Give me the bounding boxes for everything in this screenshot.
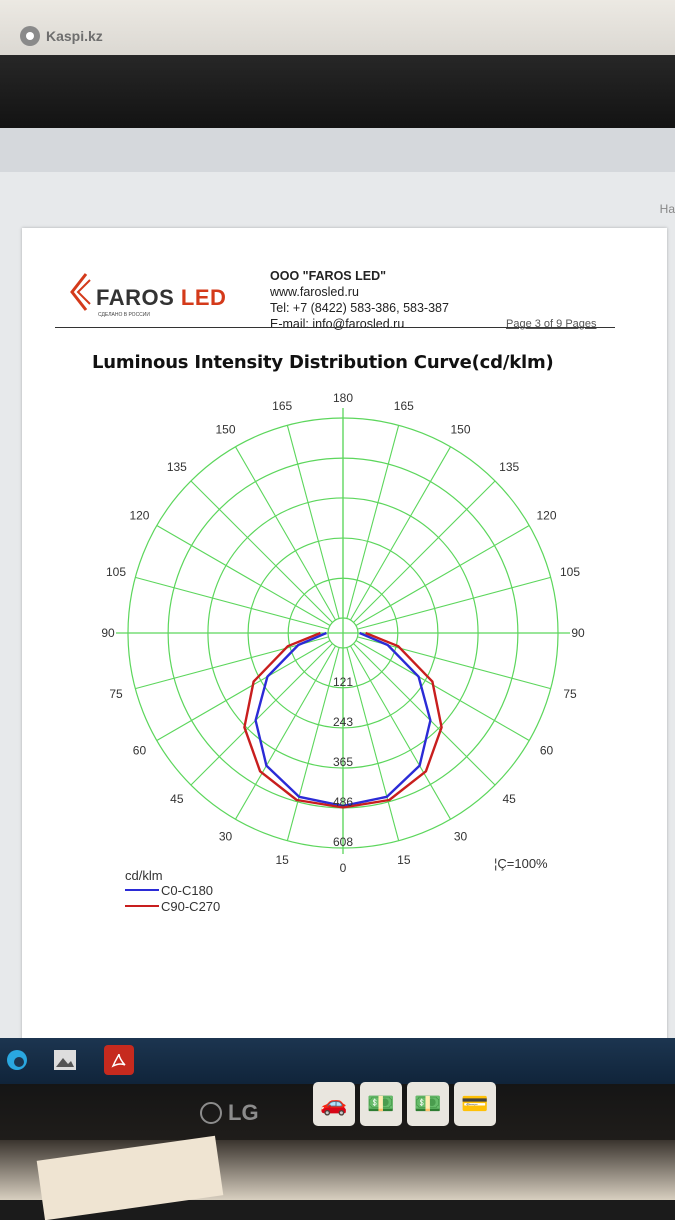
- legend-swatch-c0: [125, 889, 159, 891]
- grid-spoke-135: [353, 480, 496, 623]
- grid-spoke-345: [286, 647, 340, 841]
- grid-spoke-195: [286, 425, 340, 619]
- angle-label-105: 105: [106, 565, 126, 579]
- photos-icon[interactable]: [50, 1045, 80, 1075]
- lg-logo: LG: [200, 1100, 259, 1126]
- legend-label-c90: C90-C270: [161, 898, 221, 914]
- angle-label-150: 150: [215, 422, 235, 436]
- angle-label-180: 180: [333, 391, 353, 405]
- edge-icon[interactable]: [2, 1045, 32, 1075]
- angle-label-15: 15: [397, 853, 411, 867]
- angle-label-135: 135: [499, 460, 519, 474]
- grid-spoke-15: [346, 647, 400, 841]
- grid-spoke-255: [135, 576, 329, 630]
- angle-label-135: 135: [167, 460, 187, 474]
- radial-tick-label: 486: [333, 795, 353, 809]
- legend: C0-C180 C90-C270: [125, 882, 220, 914]
- grid-spoke-300: [156, 640, 331, 741]
- logo-text-2: LED: [180, 285, 227, 310]
- card-sticker-icon: 💳: [454, 1082, 496, 1126]
- grid-spoke-225: [190, 480, 333, 623]
- grid-spoke-315: [190, 643, 333, 786]
- angle-label-75: 75: [109, 687, 123, 701]
- pdf-icon[interactable]: [104, 1045, 134, 1075]
- company-website: www.farosled.ru: [270, 285, 359, 299]
- radial-tick-label: 121: [333, 675, 353, 689]
- pdf-page: [22, 228, 667, 1058]
- grid-spoke-45: [353, 643, 496, 786]
- radial-tick-label: 365: [333, 755, 353, 769]
- side-hint: Ha: [659, 202, 675, 216]
- angle-label-75: 75: [563, 687, 577, 701]
- legend-item-c0: C0-C180: [125, 882, 220, 898]
- polar-labels: 121 243 365 486 608 0 15 30 45 60 75 90 105 120 135 150…: [101, 391, 585, 875]
- curve-C90-C270: [243, 631, 443, 809]
- lg-text: LG: [228, 1100, 259, 1125]
- chart-title: Luminous Intensity Distribution Curve(cd…: [92, 352, 554, 373]
- watermark-text: Kaspi.kz: [46, 28, 103, 44]
- watermark: Kaspi.kz: [20, 26, 103, 46]
- angle-label-30: 30: [454, 830, 468, 844]
- angle-label-60: 60: [133, 744, 147, 758]
- faros-mark-icon: [70, 273, 91, 311]
- grid-spoke-120: [355, 525, 530, 626]
- money-sticker-icon-2: 💵: [407, 1082, 449, 1126]
- angle-label-150: 150: [450, 422, 470, 436]
- legend-label-c0: C0-C180: [161, 882, 214, 898]
- car-sticker-icon: 🚗: [313, 1082, 355, 1126]
- taskbar: [0, 1038, 675, 1084]
- top-strip: [0, 0, 675, 62]
- polar-curves: [243, 631, 443, 809]
- curve-C0-C180: [254, 631, 432, 808]
- grid-spoke-210: [235, 446, 336, 621]
- angle-label-45: 45: [502, 792, 516, 806]
- legend-item-c90: C90-C270: [125, 898, 220, 914]
- legend-swatch-c90: [125, 905, 159, 907]
- kaspi-logo-icon: [20, 26, 40, 46]
- angle-label-0: 0: [340, 861, 347, 875]
- angle-label-165: 165: [272, 399, 292, 413]
- radial-tick-label: 243: [333, 715, 353, 729]
- efficiency-label: ¦Ç=100%: [494, 856, 548, 871]
- grid-spoke-105: [357, 576, 551, 630]
- angle-label-120: 120: [537, 509, 557, 523]
- grid-spoke-150: [350, 446, 451, 621]
- angle-label-105: 105: [560, 565, 580, 579]
- grid-spoke-165: [346, 425, 400, 619]
- logo-tagline: СДЕЛАНО В РОССИИ: [98, 312, 150, 318]
- grid-spoke-330: [235, 645, 336, 820]
- screen: Ha: [0, 128, 675, 1058]
- angle-label-90: 90: [101, 626, 115, 640]
- viewer-toolbar: [0, 128, 675, 172]
- company-name: OOO "FAROS LED": [270, 269, 387, 283]
- money-sticker-icon: 💵: [360, 1082, 402, 1126]
- logo-text-1: FAROS: [96, 285, 175, 310]
- angle-label-30: 30: [219, 830, 233, 844]
- angle-label-15: 15: [275, 853, 289, 867]
- angle-label-90: 90: [571, 626, 585, 640]
- angle-label-120: 120: [129, 509, 149, 523]
- angle-label-45: 45: [170, 792, 184, 806]
- header-rule: [55, 327, 615, 328]
- angle-label-165: 165: [394, 399, 414, 413]
- company-phone: Tel: +7 (8422) 583-386, 583-387: [270, 301, 449, 315]
- radial-tick-label: 608: [333, 835, 353, 849]
- lg-ring-icon: [200, 1102, 222, 1124]
- angle-label-60: 60: [540, 744, 554, 758]
- legend-unit: cd/klm: [125, 868, 163, 883]
- grid-spoke-240: [156, 525, 331, 626]
- polar-grid: [116, 408, 570, 854]
- grid-spoke-60: [355, 640, 530, 741]
- grid-spoke-30: [350, 645, 451, 820]
- logo-wordmark: FAROS LED: [96, 285, 226, 311]
